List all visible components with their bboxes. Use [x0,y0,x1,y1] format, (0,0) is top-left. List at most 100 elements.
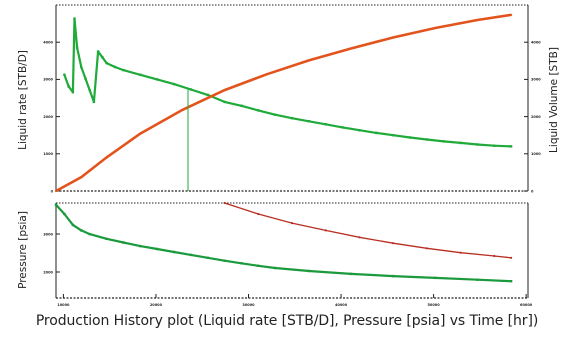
cumulative-point [105,156,108,159]
pressure_points-point [155,247,159,251]
x-tick-label: 20000 [150,303,163,307]
pressure_points-point [63,212,66,216]
pressure_points-trace [55,204,512,283]
y-axis-label-rate: Liquid rate [STB/D] [17,50,29,150]
pressure_model-point [510,256,513,259]
chart-caption: Production History plot (Liquid rate [ST… [35,313,539,329]
rate-point [341,126,344,129]
pressure_points-point [172,250,176,254]
rate-point [172,82,176,86]
rate-point [324,123,327,126]
cumulative-point [223,89,226,92]
rate-point [459,141,462,145]
x-tick-label: 10000 [57,303,70,307]
rate-point [358,129,361,132]
x-tick-label: 60000 [520,303,533,307]
pressure_model-series [223,201,513,259]
y2-tick-label: 0 [531,189,534,193]
rate-point [155,78,159,81]
x-tick-label: 30000 [242,303,255,307]
rate-point [113,65,117,69]
pressure-panel: 2000 3000 10000 20000 30000 40000 50000 60000 [43,201,533,307]
rate-point [84,77,87,80]
rate-point [101,56,104,59]
cumulative-point [265,73,268,76]
pressure_points-point [223,259,226,262]
rate-point [88,89,91,92]
y-tick-label: 3000 [43,232,53,236]
x-tick-label: 50000 [428,303,441,307]
pressure_points-point [80,229,83,232]
rate-point [375,131,378,135]
rate-point [240,104,243,107]
pressure_model-point [223,201,226,205]
y2-axis-label-volume: Liquid Volume [STB] [548,47,560,153]
rate-point [105,61,108,65]
rate-point [189,88,193,91]
pressure_model-point [425,247,428,250]
cumulative-point [80,176,83,179]
cumulative-point [392,36,395,39]
pressure_points-point [257,264,260,267]
cumulative-point [510,13,513,16]
pressure_points-point [189,253,193,257]
pressure_model-line [224,202,512,259]
pressure_model-point [358,236,361,239]
cumulative-point [307,59,310,62]
rate-point [307,120,311,123]
cumulative-point [54,189,58,193]
pressure_points-point [391,274,395,278]
pressure_points-point [509,280,513,283]
rate-point [290,117,294,120]
rate-point [476,143,479,146]
rate-point [257,109,260,112]
rate-point [391,134,395,137]
y-tick-label: 0 [51,189,54,193]
pressure_points-point [206,256,209,259]
rate-point [425,138,429,141]
y2-tick-label: 3000 [531,78,541,82]
pressure_points-series [54,203,513,283]
cumulative-point [181,108,184,111]
y-tick-label: 1000 [43,152,53,156]
y2-tick-label: 2000 [531,115,541,119]
cumulative-point [349,47,353,50]
y-tick-label: 2000 [43,270,53,274]
cumulative-point [434,26,437,30]
pressure_points-point [122,241,125,244]
pressure_points-point [434,276,437,280]
pressure_points-point [476,278,479,281]
y2-tick-label: 4000 [531,41,541,45]
y-tick-label: 3000 [43,78,53,82]
pressure_points-point [88,232,91,236]
rate-trace [63,17,512,148]
cumulative-point [139,132,142,135]
pressure_points-point [54,203,58,206]
pressure_points-point [240,262,243,265]
rate-point [206,93,209,97]
rate-panel: 0 1000 2000 3000 4000 0 1000 2000 3000 4000 [43,4,541,193]
pressure_model-point [324,229,327,232]
rate-point [273,113,277,116]
rate-point [408,136,412,139]
rate-point [73,17,76,20]
pressure_points-point [71,223,75,227]
y-axis-label-pressure: Pressure [psia] [17,211,29,289]
pressure_points-point [349,272,353,276]
rate-point [223,100,226,104]
cumulative-series [54,13,513,193]
pressure_points-point [139,244,142,248]
rate-point [509,145,513,148]
rate-point [67,85,70,88]
rate-point [139,73,142,76]
pressure_model-point [290,222,294,225]
rate-point [75,46,79,49]
pressure_points-point [307,269,311,273]
pressure_model-point [257,212,260,216]
y-tick-label: 4000 [43,41,53,45]
rate-point [96,50,100,53]
pressure_model-point [392,242,395,245]
y2-tick-label: 1000 [531,152,541,156]
rate-point [63,73,66,76]
